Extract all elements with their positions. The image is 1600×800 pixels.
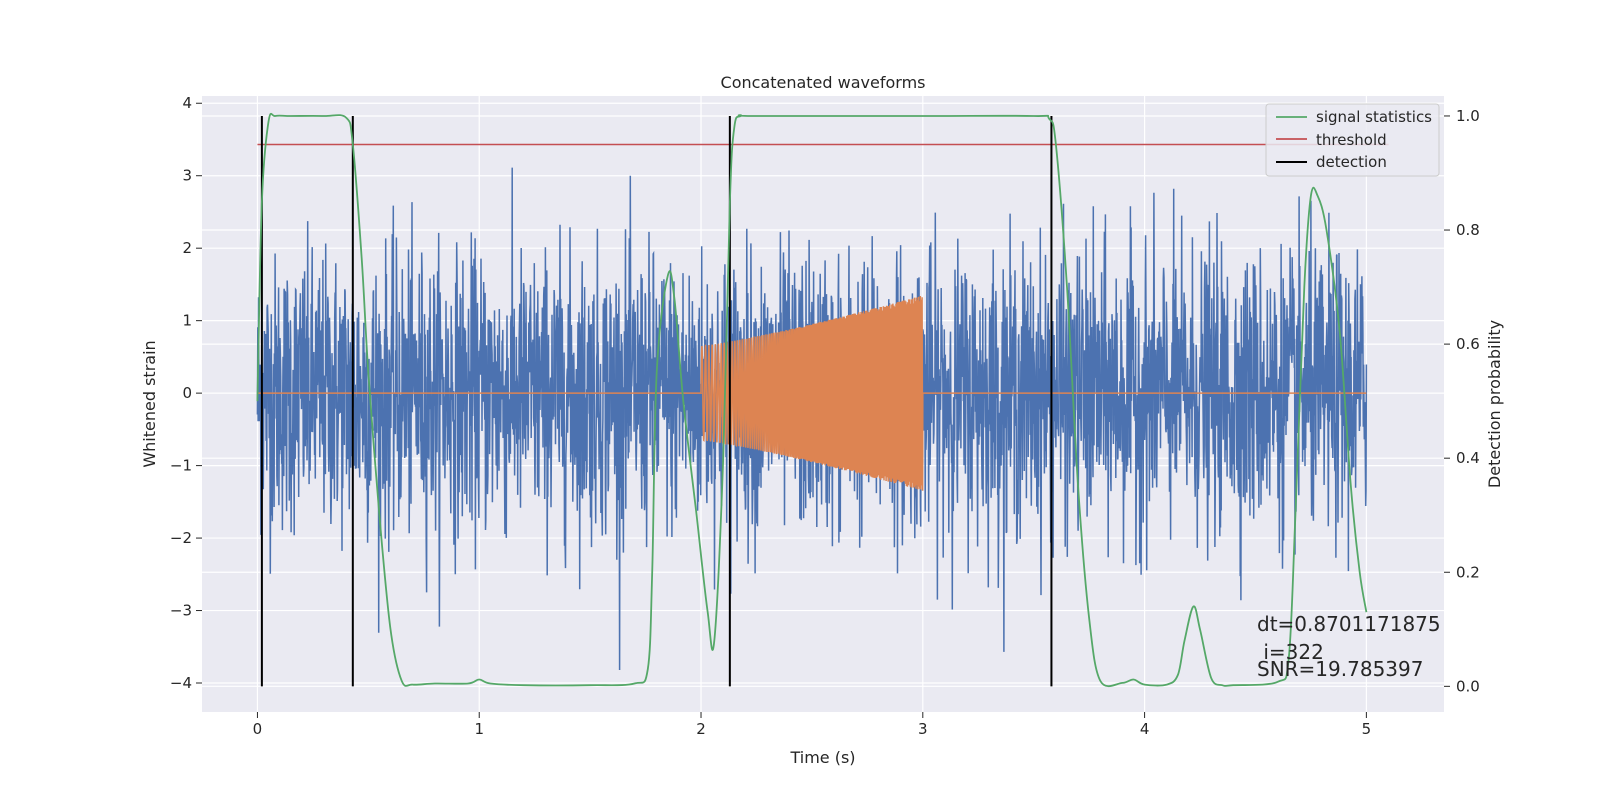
x-tick-label: 0 bbox=[253, 720, 263, 738]
y-tick-label: 1 bbox=[182, 312, 192, 330]
y2-tick-label: 0.8 bbox=[1456, 221, 1480, 239]
legend-label-threshold: threshold bbox=[1316, 131, 1387, 149]
y-tick-label: 3 bbox=[182, 167, 192, 185]
y-axis-label: Whitened strain bbox=[140, 340, 159, 467]
x-tick-label: 2 bbox=[696, 720, 706, 738]
y2-tick-label: 0.6 bbox=[1456, 335, 1480, 353]
legend-label-detection: detection bbox=[1316, 153, 1387, 171]
detection-series bbox=[260, 115, 1053, 687]
y2-axis-label: Detection probability bbox=[1485, 320, 1504, 488]
x-tick-label: 5 bbox=[1362, 720, 1372, 738]
y2-tick-label: 0.2 bbox=[1456, 563, 1480, 581]
annotation-dt: dt=0.8701171875 bbox=[1257, 612, 1441, 636]
legend-box bbox=[1265, 103, 1440, 177]
y-tick-label: −2 bbox=[170, 529, 192, 547]
chirp-series bbox=[257, 295, 1367, 491]
annotation-index: i=322 bbox=[1257, 640, 1324, 664]
y2-tick-label: 0.4 bbox=[1456, 449, 1480, 467]
x-axis-label: Time (s) bbox=[789, 748, 855, 767]
y-tick-label: −3 bbox=[170, 602, 192, 620]
strain-line bbox=[256, 167, 1368, 671]
chart-title: Concatenated waveforms bbox=[721, 73, 926, 92]
y-tick-label: 2 bbox=[182, 239, 192, 257]
y-tick-label: −1 bbox=[170, 457, 192, 475]
ticks: 0 1 2 3 4 5 −4 −3 −2 −1 0 1 2 3 4 0.0 0.2 0.4 0.6 0.8 1.0 bbox=[170, 94, 1480, 738]
annotation-snr: SNR=19.785397 bbox=[1257, 657, 1423, 681]
y2-tick-label: 0.0 bbox=[1456, 677, 1480, 695]
y2-tick-label: 1.0 bbox=[1456, 107, 1480, 125]
y-tick-label: −4 bbox=[170, 674, 192, 692]
signal-statistics-line bbox=[256, 112, 1368, 688]
y-tick-label: 4 bbox=[182, 94, 192, 112]
strain-series bbox=[256, 167, 1368, 671]
x-tick-label: 4 bbox=[1140, 720, 1150, 738]
legend: signal statistics threshold detection bbox=[1265, 103, 1440, 177]
signal-statistics-series bbox=[256, 112, 1368, 688]
chirp-line bbox=[257, 295, 1367, 491]
x-tick-label: 1 bbox=[474, 720, 484, 738]
y-tick-label: 0 bbox=[182, 384, 192, 402]
x-tick-label: 3 bbox=[918, 720, 928, 738]
legend-label-signal-statistics: signal statistics bbox=[1316, 108, 1432, 126]
